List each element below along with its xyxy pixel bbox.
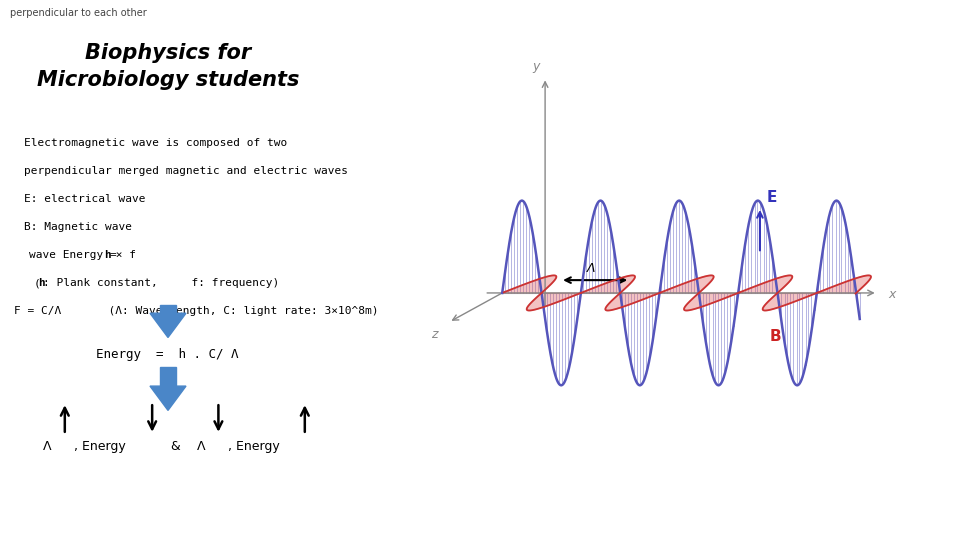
Text: , Energy: , Energy xyxy=(75,440,126,453)
Polygon shape xyxy=(527,293,581,310)
Text: × f: × f xyxy=(109,250,136,260)
Polygon shape xyxy=(503,275,557,293)
Text: Λ: Λ xyxy=(197,440,205,453)
Text: h: h xyxy=(104,250,110,260)
Text: Electromagnetic wave is composed of two: Electromagnetic wave is composed of two xyxy=(24,138,287,148)
Text: B: B xyxy=(769,329,781,345)
Text: y: y xyxy=(532,60,540,73)
Text: Λ: Λ xyxy=(587,262,595,275)
Text: perpendicular to each other: perpendicular to each other xyxy=(10,8,146,18)
Text: : Plank constant,     f: frequency): : Plank constant, f: frequency) xyxy=(42,278,279,288)
Polygon shape xyxy=(684,293,739,310)
Text: wave Energy =: wave Energy = xyxy=(29,250,123,260)
Polygon shape xyxy=(606,293,660,310)
Text: , Energy: , Energy xyxy=(228,440,279,453)
Bar xyxy=(160,367,176,386)
Polygon shape xyxy=(150,313,186,338)
Text: &: & xyxy=(170,440,180,453)
Text: (: ( xyxy=(34,278,40,288)
Bar xyxy=(160,305,176,313)
Text: E: E xyxy=(766,190,777,205)
Text: Λ: Λ xyxy=(43,440,52,453)
Text: F = C/Λ       (Λ: Wave length, C: light rate: 3×10^8m): F = C/Λ (Λ: Wave length, C: light rate: … xyxy=(14,306,379,316)
Text: B: Magnetic wave: B: Magnetic wave xyxy=(24,222,132,232)
Polygon shape xyxy=(738,275,792,293)
Text: x: x xyxy=(888,288,896,301)
Text: E: electrical wave: E: electrical wave xyxy=(24,194,146,204)
Polygon shape xyxy=(660,275,713,293)
Text: perpendicular merged magnetic and electric waves: perpendicular merged magnetic and electr… xyxy=(24,166,348,176)
Polygon shape xyxy=(150,386,186,410)
Text: Biophysics for
Microbiology students: Biophysics for Microbiology students xyxy=(36,43,300,90)
Polygon shape xyxy=(762,292,818,310)
Text: z: z xyxy=(431,328,438,341)
Text: h: h xyxy=(38,278,45,288)
Text: Energy  =  h . C/ Λ: Energy = h . C/ Λ xyxy=(96,348,238,361)
Polygon shape xyxy=(817,275,871,294)
Polygon shape xyxy=(581,275,635,293)
